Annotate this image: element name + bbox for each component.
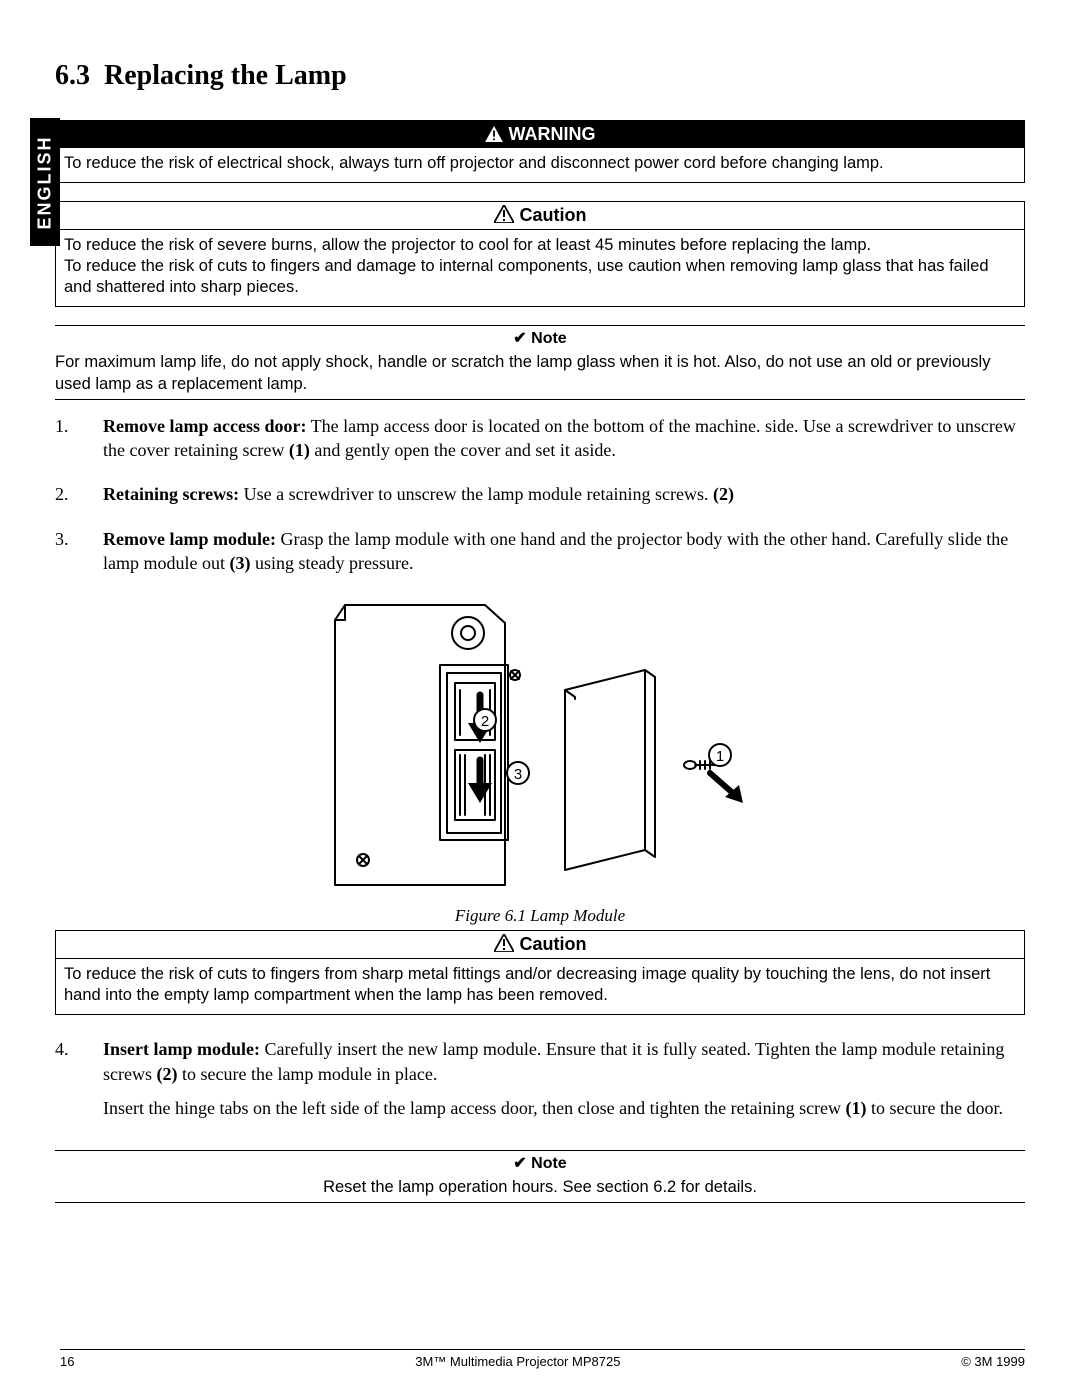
warning-label: WARNING [509,124,596,144]
note-block-1: ✔ Note For maximum lamp life, do not app… [55,325,1025,399]
step-3-number: 3. [55,527,103,576]
steps-list-2: 4. Insert lamp module: Carefully insert … [55,1037,1025,1130]
step-3-text: Remove lamp module: Grasp the lamp modul… [103,527,1025,576]
footer-copyright: © 3M 1999 [961,1354,1025,1369]
caution-box-2: Caution To reduce the risk of cuts to fi… [55,930,1025,1015]
step-2-ref: (2) [713,484,734,504]
step-3: 3. Remove lamp module: Grasp the lamp mo… [55,527,1025,576]
warning-body: To reduce the risk of electrical shock, … [56,148,1024,182]
note-1-body: For maximum lamp life, do not apply shoc… [55,350,1025,398]
steps-list: 1. Remove lamp access door: The lamp acc… [55,414,1025,575]
caution-1-body: To reduce the risk of severe burns, allo… [56,230,1024,306]
step-4-text: Insert lamp module: Carefully insert the… [103,1037,1025,1130]
step-4-bold: Insert lamp module: [103,1039,260,1059]
step-1-number: 1. [55,414,103,463]
caution-icon [494,934,514,952]
step-2: 2. Retaining screws: Use a screwdriver t… [55,482,1025,506]
step-1-ref: (1) [289,440,310,460]
step-4-ref: (2) [156,1064,177,1084]
note-2-label: ✔ Note [55,1151,1025,1175]
footer-rule [60,1349,1025,1350]
step-1: 1. Remove lamp access door: The lamp acc… [55,414,1025,463]
callout-3: 3 [514,766,522,783]
callout-1: 1 [716,748,724,765]
caution-1-text-1: To reduce the risk of severe burns, allo… [64,236,871,254]
step-2-text: Retaining screws: Use a screwdriver to u… [103,482,1025,506]
step-4-p2c: to secure the door. [867,1098,1003,1118]
step-1-text: Remove lamp access door: The lamp access… [103,414,1025,463]
step-1-rest2: and gently open the cover and set it asi… [310,440,616,460]
step-3-ref: (3) [229,553,250,573]
caution-1-header: Caution [56,202,1024,230]
language-tab: ENGLISH [30,118,60,246]
step-2-rest: Use a screwdriver to unscrew the lamp mo… [239,484,713,504]
note-1-rule-bottom [55,399,1025,400]
section-title-text: Replacing the Lamp [104,60,347,91]
step-4-number: 4. [55,1037,103,1130]
caution-icon [494,205,514,223]
step-4-p2a: Insert the hinge tabs on the left side o… [103,1098,846,1118]
step-4-p2b: (1) [846,1098,867,1118]
note-2-body: Reset the lamp operation hours. See sect… [55,1175,1025,1202]
warning-box: WARNING To reduce the risk of electrical… [55,120,1025,183]
section-number: 6.3 [55,60,90,91]
step-4: 4. Insert lamp module: Carefully insert … [55,1037,1025,1130]
warning-icon [485,126,503,142]
page-footer: 16 3M™ Multimedia Projector MP8725 © 3M … [60,1349,1025,1369]
callout-2: 2 [481,713,489,730]
figure-6-1: 1 2 3 [55,595,1025,900]
caution-box-1: Caution To reduce the risk of severe bur… [55,201,1025,307]
caution-2-label: Caution [520,934,587,954]
language-tab-label: ENGLISH [35,135,56,229]
section-heading: 6.3 Replacing the Lamp [55,60,1025,92]
caution-1-label: Caution [520,205,587,225]
step-3-rest2: using steady pressure. [250,553,413,573]
figure-caption: Figure 6.1 Lamp Module [55,906,1025,926]
warning-header: WARNING [56,121,1024,148]
caution-1-text-2: To reduce the risk of cuts to fingers an… [64,257,989,296]
step-4-rest2: to secure the lamp module in place. [177,1064,437,1084]
note-2-rule-bottom [55,1202,1025,1203]
caution-2-body: To reduce the risk of cuts to fingers fr… [56,959,1024,1014]
footer-page-number: 16 [60,1354,74,1369]
document-page: ENGLISH 6.3 Replacing the Lamp WARNING T… [0,0,1080,1397]
step-2-bold: Retaining screws: [103,484,239,504]
step-3-bold: Remove lamp module: [103,529,276,549]
footer-center: 3M™ Multimedia Projector MP8725 [415,1354,620,1369]
note-block-2: ✔ Note Reset the lamp operation hours. S… [55,1150,1025,1203]
step-1-bold: Remove lamp access door: [103,416,306,436]
step-2-number: 2. [55,482,103,506]
note-1-label: ✔ Note [55,326,1025,350]
caution-2-header: Caution [56,931,1024,959]
lamp-module-diagram: 1 2 3 [305,595,775,895]
